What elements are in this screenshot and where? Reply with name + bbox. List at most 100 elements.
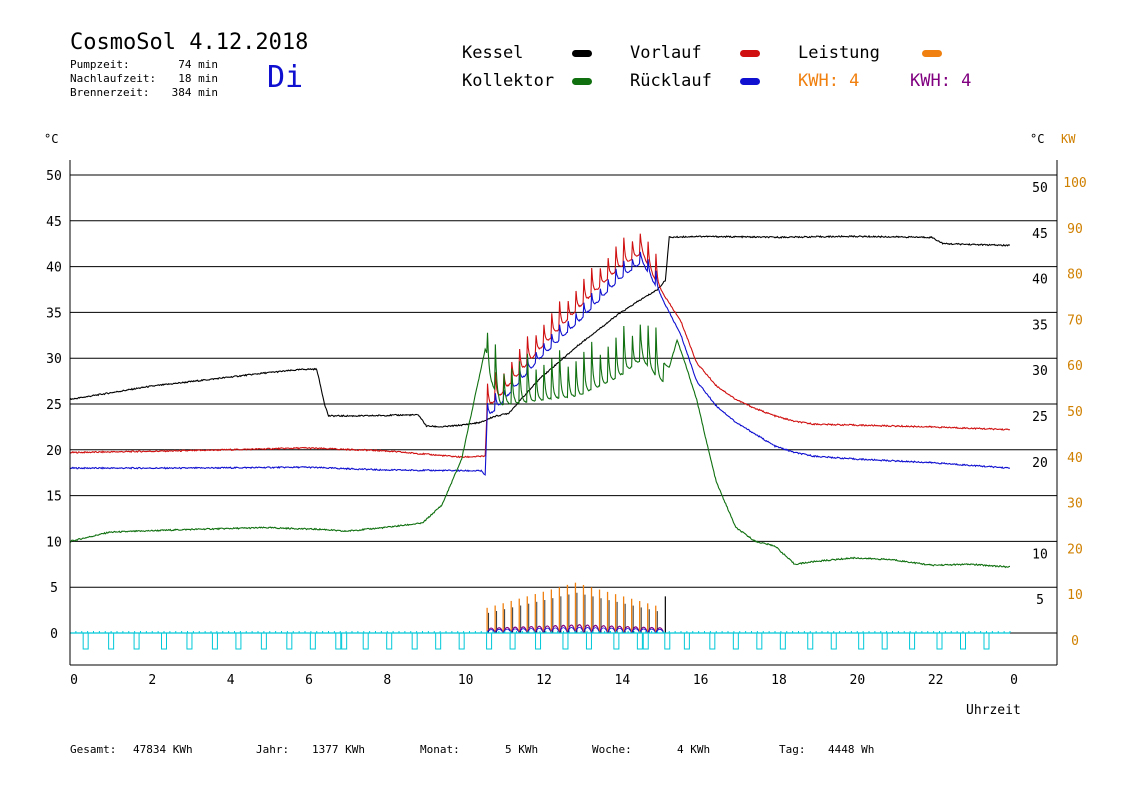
legend-ruecklauf-swatch [740,78,760,85]
ruecklauf-hump [559,627,568,634]
y-left-tick-35: 35 [46,306,62,321]
pump-pulse [260,632,267,650]
legend-leistung-swatch [922,50,942,57]
pump-pulse [458,632,465,650]
pump-pulse [411,632,418,650]
x-tick-8: 16 [693,673,709,688]
footer-woche-label: Woche: [592,743,632,756]
x-tick-10: 20 [850,673,866,688]
ruecklauf-hump [518,628,528,634]
pump-pulse [881,632,888,650]
pump-pulse [858,632,865,650]
ruecklauf-hump [575,626,584,634]
y-left-tick-30: 30 [46,352,62,367]
x-tick-9: 18 [771,673,787,688]
y-left-tick-45: 45 [46,215,62,230]
pump-pulse [82,632,89,650]
y-left-tick-5: 5 [50,581,58,596]
pump-pulse [613,632,620,650]
pump-pulse [909,632,916,650]
pump-pulse [335,632,342,650]
brennerzeit-stat: Brennerzeit: 384 min [70,86,218,100]
power-tick-20: 20 [1067,542,1083,557]
legend-kollektor-label: Kollektor [462,71,555,91]
pump-pulse [435,632,442,650]
footer-gesamt-value: 47834 KWh [133,743,193,756]
ruecklauf-hump [510,628,520,634]
legend-kessel-label: Kessel [462,43,524,63]
pumpzeit-label: Pumpzeit: [70,58,130,71]
pump-pulse [807,632,814,650]
pump-pulse [133,632,140,650]
y-right-tick-30: 30 [1032,364,1048,379]
y-left-tick-50: 50 [46,169,62,184]
ruecklauf-hump [486,629,496,634]
pump-pulse [779,632,786,650]
pump-pulse [709,632,716,650]
power-tick-100: 100 [1063,176,1086,191]
power-tick-80: 80 [1067,268,1083,283]
legend-vorlauf-label: Vorlauf [630,43,702,63]
pump-pulse [756,632,763,650]
pump-pulse [286,632,293,650]
x-tick-3: 6 [305,673,313,688]
pump-pulse [936,632,943,650]
series-ruecklauf-line [69,251,1011,476]
x-tick-4: 8 [383,673,391,688]
x-axis-label: Uhrzeit [966,703,1021,718]
y-right-tick-20: 20 [1032,456,1048,471]
pump-pulse [642,632,649,650]
power-tick-90: 90 [1067,222,1083,237]
legend-kessel-swatch [572,50,592,57]
ruecklauf-hump [623,628,633,634]
chart-axes: 0510152025303540455051020253035404550010… [44,132,1087,718]
brennerzeit-value: 384 min [171,86,218,99]
y-left-tick-0: 0 [50,627,58,642]
footer-woche-value: 4 KWh [677,743,711,756]
pump-pulse [535,632,542,650]
pump-pulse [341,632,348,650]
y-right-unit: °C [1030,132,1044,146]
x-tick-12: 0 [1010,673,1018,688]
pump-pulse [235,632,242,650]
ruecklauf-hump [542,627,552,634]
footer-tag-value: 4448 Wh [828,743,875,756]
legend-leistung-label: Leistung [798,43,880,63]
pump-pulse [983,632,990,650]
nachlaufzeit-label: Nachlaufzeit: [70,72,157,85]
y-left-tick-25: 25 [46,398,62,413]
pump-pulse [486,632,493,650]
ruecklauf-hump [599,627,608,634]
x-tick-0: 0 [70,673,78,688]
legend-kwh-purple: KWH: 4 [910,71,972,91]
ruecklauf-hump [583,627,592,634]
y-right-tick-25: 25 [1032,410,1048,425]
pump-pulse [211,632,218,650]
footer-jahr-value: 1377 KWh [312,743,365,756]
y-right-tick-35: 35 [1032,318,1048,333]
y-right-tick-40: 40 [1032,273,1048,288]
series-kessel-line [69,234,1011,428]
footer-monat-label: Monat: [420,743,460,756]
power-tick-70: 70 [1067,313,1083,328]
x-tick-7: 14 [615,673,631,688]
series-layer [69,233,1011,650]
power-tick-0: 0 [1071,634,1079,649]
ruecklauf-hump [494,628,504,634]
pump-pulse [636,632,643,650]
x-tick-6: 12 [536,673,552,688]
power-tick-10: 10 [1067,588,1083,603]
y-right-tick-45: 45 [1032,227,1048,242]
legend-vorlauf-swatch [740,50,760,57]
pump-pulse [664,632,671,650]
pumpzeit-value: 74 min [178,58,218,71]
chart-grid [70,174,1057,634]
legend-kollektor-swatch [572,78,592,85]
ruecklauf-hump [607,627,616,634]
y-left-tick-15: 15 [46,490,62,505]
series-vorlauf-line [69,233,1011,459]
pump-pulse [108,632,115,650]
pumpzeit-stat: Pumpzeit: 74 min [70,58,218,72]
pump-pulse [161,632,167,650]
